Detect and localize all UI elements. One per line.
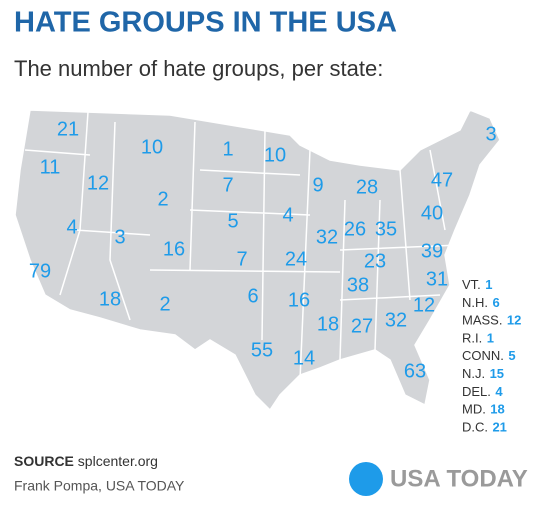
title: HATE GROUPS IN THE USA <box>14 7 397 39</box>
inset-row: MD. 18 <box>462 402 505 419</box>
inset-count: 18 <box>490 402 504 417</box>
state-count: 32 <box>316 226 338 248</box>
inset-label: MD. <box>462 402 486 417</box>
state-count: 7 <box>236 248 247 270</box>
state-count: 26 <box>344 218 366 240</box>
us-map <box>14 109 501 412</box>
state-count: 12 <box>413 294 435 316</box>
state-count: 14 <box>293 347 315 369</box>
state-count: 12 <box>87 172 109 194</box>
state-count: 32 <box>385 309 407 331</box>
state-count: 2 <box>157 188 168 210</box>
inset-label: MASS. <box>462 313 502 328</box>
inset-count: 5 <box>508 349 515 364</box>
inset-row: R.I. 1 <box>462 331 494 348</box>
inset-row: VT. 1 <box>462 277 492 294</box>
inset-row: N.H. 6 <box>462 295 500 312</box>
logo: USA TODAY <box>390 465 528 492</box>
inset-label: VT. <box>462 277 481 292</box>
state-count: 3 <box>485 123 496 145</box>
state-count: 55 <box>251 339 273 361</box>
state-count: 2 <box>159 293 170 315</box>
inset-label: D.C. <box>462 420 488 435</box>
inset-label: N.H. <box>462 295 488 310</box>
state-count: 3 <box>114 226 125 248</box>
inset-label: CONN. <box>462 349 504 364</box>
state-count: 5 <box>227 210 238 232</box>
logo-dot <box>349 462 383 496</box>
inset-label: DEL. <box>462 384 491 399</box>
state-count: 7 <box>222 174 233 196</box>
state-count: 10 <box>141 136 163 158</box>
state-count: 35 <box>375 218 397 240</box>
state-count: 6 <box>247 285 258 307</box>
inset-row: DEL. 4 <box>462 384 503 401</box>
inset-label: N.J. <box>462 366 485 381</box>
inset-row: D.C. 21 <box>462 420 507 437</box>
state-count: 16 <box>288 289 310 311</box>
source-label: SOURCE <box>14 453 74 469</box>
state-count: 4 <box>282 204 293 226</box>
state-count: 9 <box>312 174 323 196</box>
inset-row: N.J. 15 <box>462 366 504 383</box>
inset-count: 4 <box>495 384 503 399</box>
state-count: 23 <box>364 250 386 272</box>
inset-count: 15 <box>490 366 504 381</box>
state-count: 16 <box>163 238 185 260</box>
state-count: 11 <box>40 156 61 178</box>
state-count: 4 <box>66 216 77 238</box>
state-count: 39 <box>421 240 443 262</box>
state-count: 1 <box>222 138 233 160</box>
state-count: 10 <box>264 144 286 166</box>
inset-count: 1 <box>487 331 494 346</box>
credit: Frank Pompa, USA TODAY <box>14 478 185 494</box>
inset-count: 12 <box>507 313 521 328</box>
state-count: 18 <box>317 313 339 335</box>
state-count: 18 <box>99 288 121 310</box>
state-count: 28 <box>356 176 378 198</box>
inset-row: MASS. 12 <box>462 313 521 330</box>
source-text: splcenter.org <box>78 453 158 469</box>
state-count: 24 <box>285 248 307 270</box>
inset-count: 6 <box>492 295 499 310</box>
state-count: 63 <box>404 360 426 382</box>
state-count: 47 <box>431 169 453 191</box>
inset-count: 21 <box>492 420 506 435</box>
inset-label: R.I. <box>462 331 482 346</box>
state-count: 40 <box>421 202 443 224</box>
source: SOURCE splcenter.org <box>14 453 158 469</box>
inset-row: CONN. 5 <box>462 348 516 365</box>
state-count: 38 <box>347 274 369 296</box>
state-count: 79 <box>29 260 51 282</box>
subtitle: The number of hate groups, per state: <box>14 56 383 81</box>
state-count: 21 <box>57 118 79 140</box>
state-count: 27 <box>351 315 373 337</box>
inset-count: 1 <box>485 277 492 292</box>
state-count: 31 <box>426 268 448 290</box>
